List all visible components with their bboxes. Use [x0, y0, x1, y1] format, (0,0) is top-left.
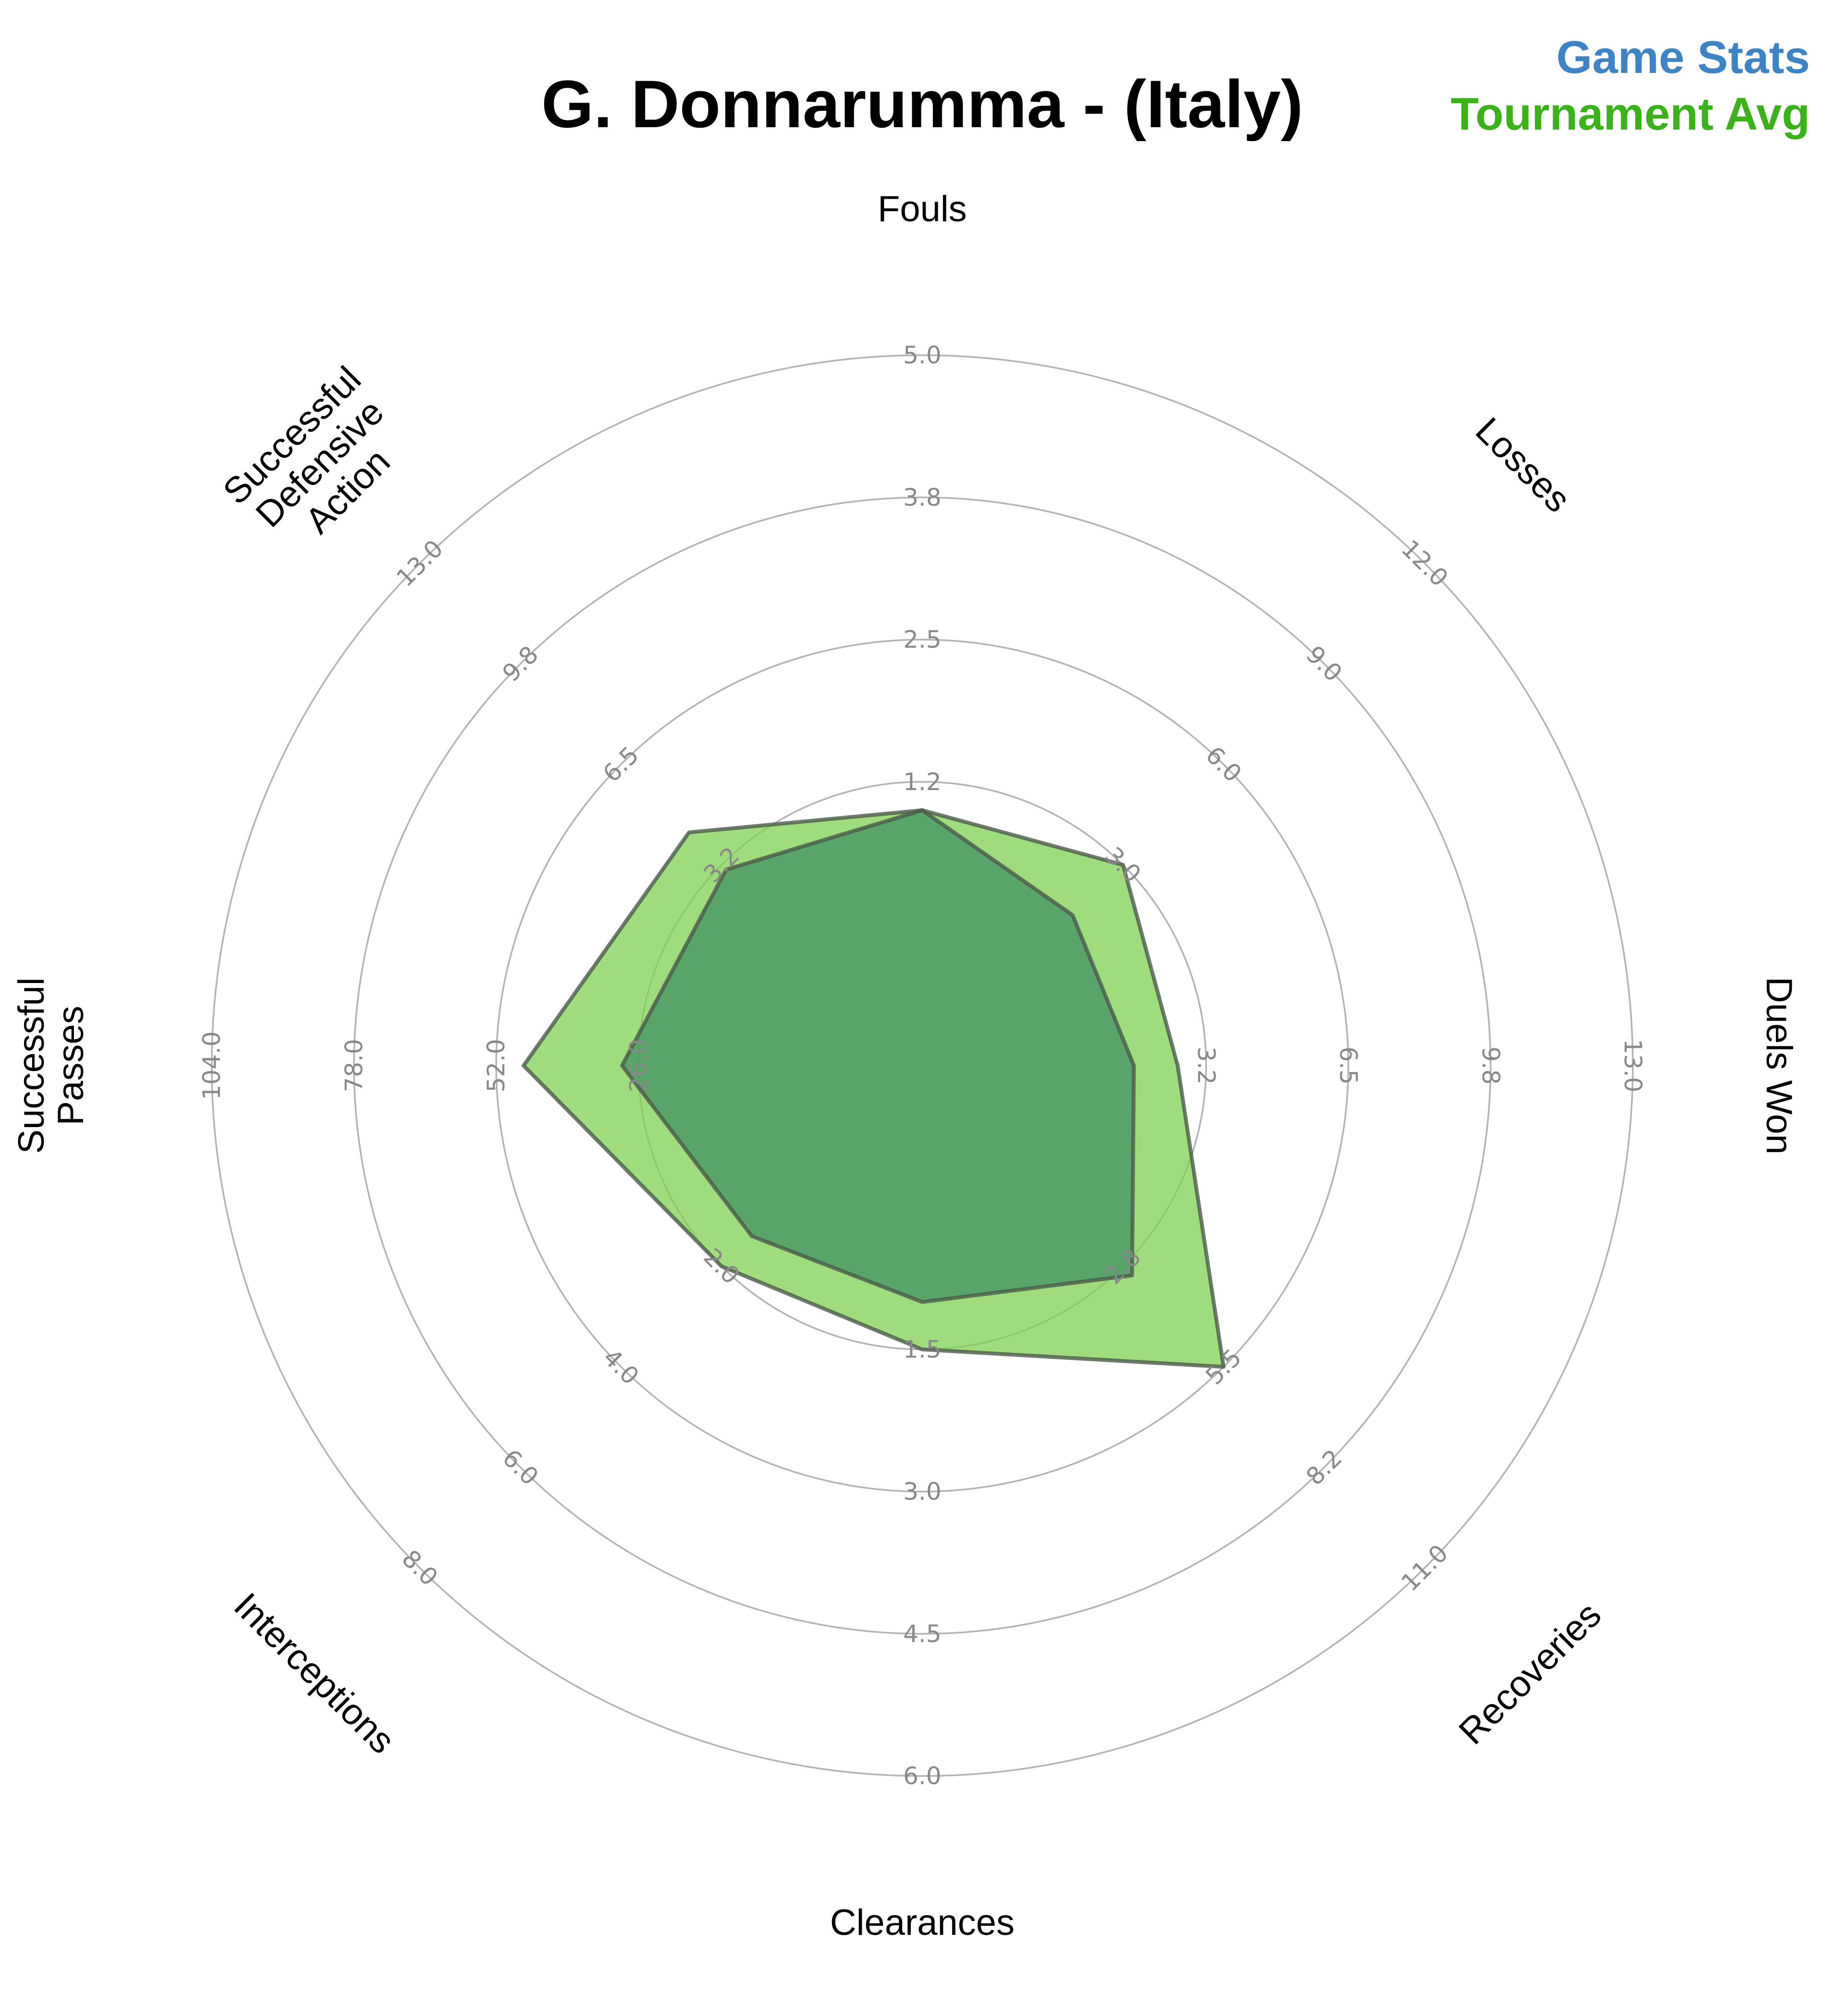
axis-label-successful-defensive-action: SuccessfulDefensiveAction	[215, 359, 424, 568]
series-game-stats	[620, 808, 1136, 1304]
axis-label-recoveries: Recoveries	[1451, 1595, 1609, 1752]
tick-label: 3.0	[903, 1478, 941, 1506]
axis-label-losses: Losses	[1468, 410, 1578, 520]
axis-label-interceptions: Interceptions	[226, 1585, 403, 1762]
tick-label: 104.0	[198, 1031, 226, 1100]
series-layer	[521, 808, 1226, 1369]
grid-ring-2	[495, 638, 1350, 1493]
tick-label: 52.0	[482, 1039, 510, 1092]
tick-label: 5.0	[903, 341, 941, 369]
axis-label-clearances: Clearances	[830, 1902, 1014, 1943]
chart-title: G. Donnarumma - (Italy)	[542, 66, 1303, 142]
grid-ring-4	[211, 354, 1634, 1777]
grid-ring-3	[353, 496, 1492, 1635]
tick-label: 4.5	[903, 1620, 941, 1648]
tick-label: 1.5	[903, 1335, 941, 1363]
tick-label: 26.0	[625, 1039, 652, 1092]
axis-label-fouls: Fouls	[878, 189, 967, 229]
axis-label-duels-won: Duels Won	[1759, 977, 1799, 1154]
tick-label: 6.0	[903, 1762, 941, 1790]
axis-label-successful-passes: SuccessfulPasses	[11, 977, 91, 1154]
tick-label: 13.0	[1619, 1039, 1647, 1092]
tick-label: 2.5	[903, 626, 941, 654]
tick-label: 1.2	[903, 768, 941, 796]
tick-label: 78.0	[340, 1039, 368, 1092]
tick-label: 6.5	[1335, 1046, 1363, 1085]
tick-label: 3.8	[903, 483, 941, 511]
legend-entry-tournament-avg: Tournament Avg	[1451, 88, 1810, 140]
tick-label: 9.8	[1477, 1046, 1505, 1085]
tick-label: 3.2	[1192, 1046, 1220, 1085]
legend-entry-game-stats: Game Stats	[1556, 32, 1810, 83]
